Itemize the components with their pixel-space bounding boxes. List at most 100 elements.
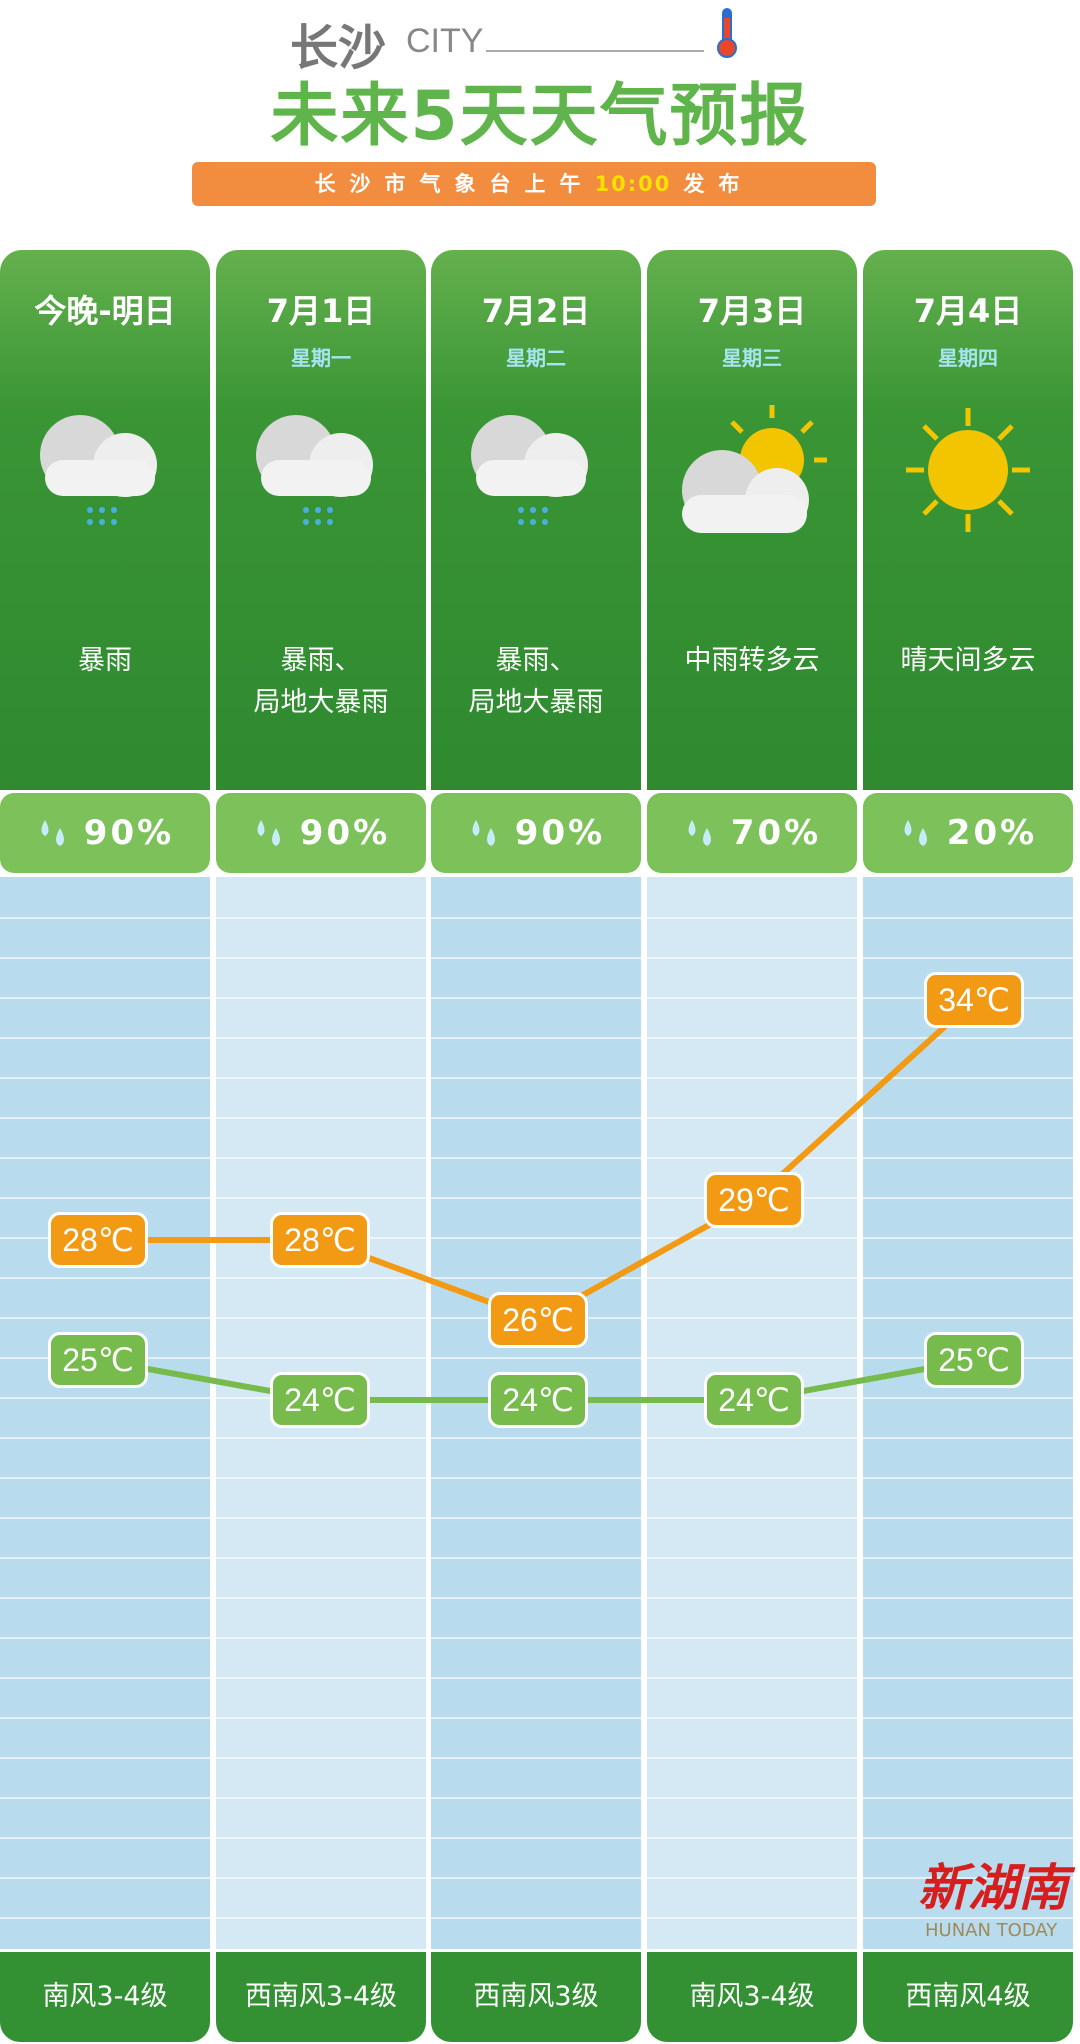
grid-line (216, 1637, 426, 1639)
grid-line (647, 1597, 857, 1599)
grid-line (863, 1197, 1073, 1199)
grid-line (647, 1037, 857, 1039)
grid-line (216, 917, 426, 919)
grid-line (431, 1277, 641, 1279)
grid-line (863, 1477, 1073, 1479)
grid-line (216, 1677, 426, 1679)
grid-line (431, 1077, 641, 1079)
grid-line (0, 1757, 210, 1759)
grid-line (647, 957, 857, 959)
raindrop-icon (688, 820, 711, 846)
day-date: 7月4日 (913, 292, 1023, 330)
grid-line (647, 1277, 857, 1279)
rain-value: 90% (514, 813, 606, 853)
grid-line (216, 1277, 426, 1279)
grid-line (216, 1317, 426, 1319)
page-title: 未来5天天气预报 (270, 77, 810, 156)
weather-desc: 暴雨、 局地大暴雨 (468, 645, 604, 718)
high-temp-label: 28℃ (270, 1212, 370, 1268)
rain-probability: 90% (216, 793, 426, 873)
grid-line (0, 1037, 210, 1039)
sun-cloud-icon (682, 405, 827, 533)
grid-line (647, 1517, 857, 1519)
grid-line (863, 1597, 1073, 1599)
publish-banner: 长沙市气象台上午10:00 发布 (192, 162, 876, 206)
rain-value: 90% (299, 813, 391, 853)
grid-line (216, 1717, 426, 1719)
grid-line (647, 1837, 857, 1839)
day-header: 今晚-明日 暴雨 (0, 250, 210, 790)
grid-line (647, 1917, 857, 1919)
grid-line (431, 1637, 641, 1639)
grid-line (431, 1557, 641, 1559)
rain-probability: 20% (863, 793, 1073, 873)
grid-line (863, 1557, 1073, 1559)
grid-line (216, 1557, 426, 1559)
grid-line (0, 1917, 210, 1919)
sun-icon (906, 408, 1030, 532)
grid-line (863, 1077, 1073, 1079)
city-en: CITY (406, 22, 484, 60)
grid-line (216, 1477, 426, 1479)
rain-value: 20% (946, 813, 1038, 853)
grid-line (0, 1197, 210, 1199)
grid-line (647, 1877, 857, 1879)
grid-line (863, 917, 1073, 919)
day-date: 7月2日 (481, 292, 591, 330)
grid-line (431, 1037, 641, 1039)
high-temp-label: 28℃ (48, 1212, 148, 1268)
grid-line (216, 1197, 426, 1199)
day-date: 7月3日 (697, 292, 807, 330)
grid-line (0, 1397, 210, 1399)
grid-line (647, 1677, 857, 1679)
grid-line (216, 957, 426, 959)
day-weekday: 星期三 (722, 346, 782, 370)
grid-line (216, 1797, 426, 1799)
raindrop-icon (904, 820, 927, 846)
grid-line (0, 1597, 210, 1599)
raindrop-icon (41, 820, 64, 846)
grid-line (431, 1917, 641, 1919)
grid-line (216, 1517, 426, 1519)
low-temp-label: 24℃ (704, 1372, 804, 1428)
grid-line (431, 1237, 641, 1239)
grid-line (216, 997, 426, 999)
grid-line (863, 1677, 1073, 1679)
grid-line (431, 1837, 641, 1839)
day-header: 7月4日 星期四 晴天间多云 (863, 250, 1073, 790)
grid-line (0, 997, 210, 999)
low-temp-label: 25℃ (924, 1332, 1024, 1388)
grid-line (216, 1157, 426, 1159)
chart-column-bg (863, 877, 1073, 1949)
grid-line (0, 1317, 210, 1319)
grid-line (0, 1877, 210, 1879)
rain-value: 70% (730, 813, 822, 853)
grid-line (431, 1117, 641, 1119)
grid-line (863, 1837, 1073, 1839)
grid-line (0, 1837, 210, 1839)
grid-line (431, 1197, 641, 1199)
grid-line (216, 1597, 426, 1599)
grid-line (0, 1797, 210, 1799)
grid-line (0, 1557, 210, 1559)
raindrop-icon (472, 820, 495, 846)
banner-suffix: 发布 (683, 172, 754, 196)
cloud-rain-icon (471, 415, 588, 525)
grid-line (431, 1157, 641, 1159)
weather-desc: 晴天间多云 (900, 645, 1036, 676)
banner-time: 10:00 (594, 172, 672, 196)
grid-line (863, 1277, 1073, 1279)
grid-line (431, 1877, 641, 1879)
grid-line (863, 1117, 1073, 1119)
grid-line (431, 957, 641, 959)
day-date: 7月1日 (266, 292, 376, 330)
high-temp-label: 29℃ (704, 1172, 804, 1228)
low-temp-label: 24℃ (270, 1372, 370, 1428)
cloud-rain-icon (40, 415, 157, 525)
grid-line (431, 997, 641, 999)
chart-column-bg (0, 877, 210, 1949)
grid-line (647, 1797, 857, 1799)
grid-line (647, 1437, 857, 1439)
grid-line (431, 1597, 641, 1599)
grid-line (216, 1077, 426, 1079)
